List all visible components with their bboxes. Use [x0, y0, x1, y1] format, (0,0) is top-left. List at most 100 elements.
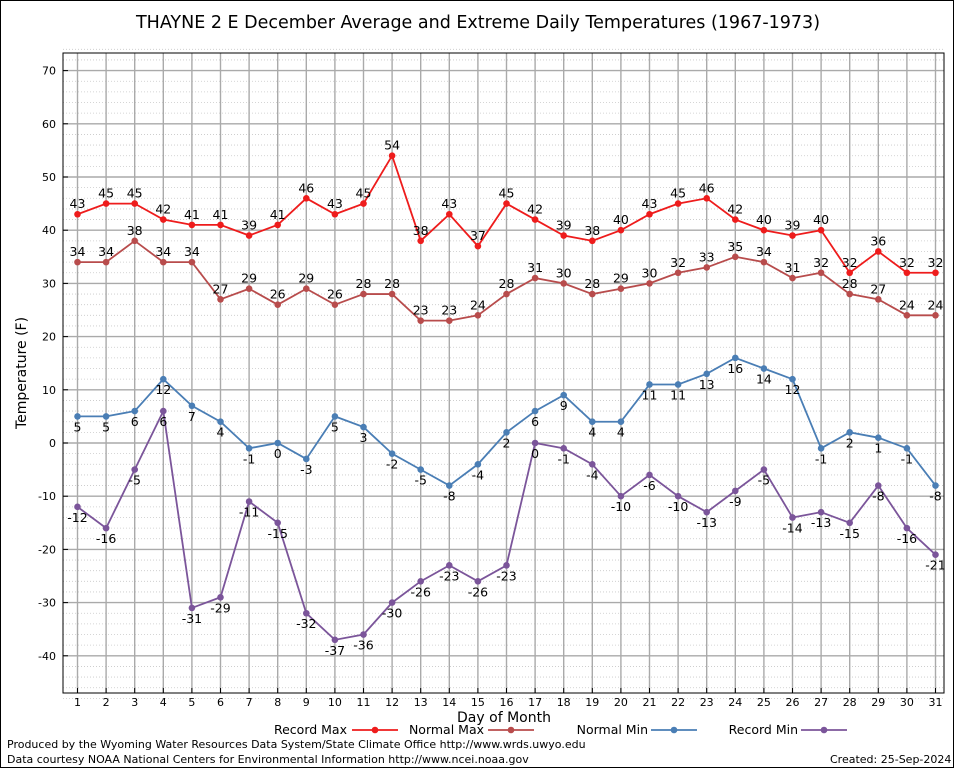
data-label: 27 — [870, 281, 886, 296]
x-tick-label: 7 — [246, 696, 253, 709]
data-point — [531, 216, 539, 223]
data-point — [817, 269, 825, 277]
data-point — [446, 210, 453, 218]
produced-by-credit: Produced by the Wyoming Water Resources … — [7, 738, 586, 751]
data-point — [360, 290, 367, 298]
data-label: 3 — [360, 430, 368, 445]
y-tick-label: -30 — [38, 597, 56, 610]
data-point — [703, 370, 710, 378]
data-point — [74, 210, 81, 218]
data-label: -23 — [439, 568, 459, 583]
data-point — [417, 237, 425, 245]
data-label: 31 — [527, 260, 543, 275]
data-point — [388, 290, 396, 298]
data-point — [617, 418, 625, 426]
data-point — [589, 460, 596, 468]
data-point — [217, 593, 224, 601]
data-label: -29 — [210, 600, 230, 615]
data-label: 45 — [499, 186, 515, 201]
plot-border — [62, 52, 945, 694]
data-label: 2 — [846, 435, 854, 450]
data-point — [846, 269, 853, 277]
x-tick-label: 8 — [274, 696, 281, 709]
data-label: 2 — [503, 435, 511, 450]
data-point — [474, 242, 482, 250]
data-point — [646, 471, 653, 479]
data-point — [245, 232, 253, 239]
y-axis-label: Temperature (F) — [14, 317, 30, 430]
data-point — [131, 200, 138, 207]
data-label: 23 — [413, 303, 429, 318]
x-tick-label: 13 — [414, 696, 428, 709]
data-label: 30 — [642, 265, 658, 280]
data-label: 43 — [441, 196, 457, 211]
data-point — [503, 290, 510, 298]
data-point — [74, 258, 81, 266]
data-point — [703, 264, 710, 271]
data-label: 29 — [298, 271, 314, 286]
data-label: 5 — [74, 419, 82, 434]
data-label: 33 — [699, 249, 715, 264]
y-tick-label: 70 — [42, 65, 56, 78]
data-point — [388, 152, 396, 160]
data-point — [903, 269, 911, 277]
x-tick-label: 14 — [442, 696, 456, 709]
data-point — [703, 508, 710, 516]
data-label: 39 — [241, 218, 257, 233]
data-point — [646, 381, 653, 388]
data-label: -13 — [811, 515, 831, 530]
data-point — [589, 418, 596, 426]
data-label: -5 — [128, 473, 140, 488]
plot-area — [63, 53, 944, 693]
data-label: 12 — [785, 382, 801, 397]
data-point — [217, 296, 224, 303]
data-point — [360, 423, 367, 431]
data-label: 45 — [356, 186, 372, 201]
x-tick-label: 19 — [585, 696, 599, 709]
data-label: 6 — [531, 414, 539, 429]
data-point — [932, 482, 939, 489]
data-point — [274, 439, 282, 447]
data-point — [188, 221, 196, 229]
data-point — [274, 301, 282, 308]
x-tick-label: 15 — [471, 696, 485, 709]
x-tick-label: 1 — [74, 696, 81, 709]
x-tick-label: 11 — [357, 696, 371, 709]
data-point — [446, 317, 453, 324]
data-label: 29 — [613, 271, 629, 286]
data-point — [732, 253, 739, 261]
y-tick-label: -20 — [38, 543, 56, 556]
x-tick-label: 4 — [160, 696, 167, 709]
data-point — [160, 407, 167, 415]
data-label: 45 — [127, 186, 143, 201]
data-label: 41 — [213, 207, 229, 222]
data-point — [789, 514, 796, 521]
data-courtesy-credit: Data courtesy NOAA National Centers for … — [7, 753, 529, 766]
data-label: -6 — [643, 478, 656, 493]
data-label: 7 — [188, 409, 196, 424]
data-label: 9 — [560, 398, 568, 413]
data-label: 12 — [155, 382, 171, 397]
x-tick-label: 31 — [929, 696, 943, 709]
data-label: -26 — [410, 584, 430, 599]
x-tick-label: 12 — [385, 696, 399, 709]
data-label: 11 — [670, 387, 686, 402]
data-label: -31 — [182, 611, 202, 626]
x-tick-label: 6 — [217, 696, 224, 709]
data-point — [160, 258, 167, 266]
data-point — [875, 434, 882, 441]
x-tick-label: 26 — [786, 696, 800, 709]
x-tick-label: 30 — [900, 696, 914, 709]
data-point — [875, 296, 882, 303]
data-label: 40 — [813, 212, 829, 227]
data-label: 42 — [155, 202, 171, 217]
data-point — [360, 631, 367, 638]
data-label: 41 — [270, 207, 286, 222]
data-label: -23 — [496, 568, 516, 583]
data-label: 0 — [531, 446, 539, 461]
data-label: -10 — [611, 499, 631, 514]
data-point — [589, 290, 596, 298]
data-label: -8 — [929, 489, 942, 504]
data-point — [417, 466, 425, 473]
data-label: -8 — [443, 489, 456, 504]
